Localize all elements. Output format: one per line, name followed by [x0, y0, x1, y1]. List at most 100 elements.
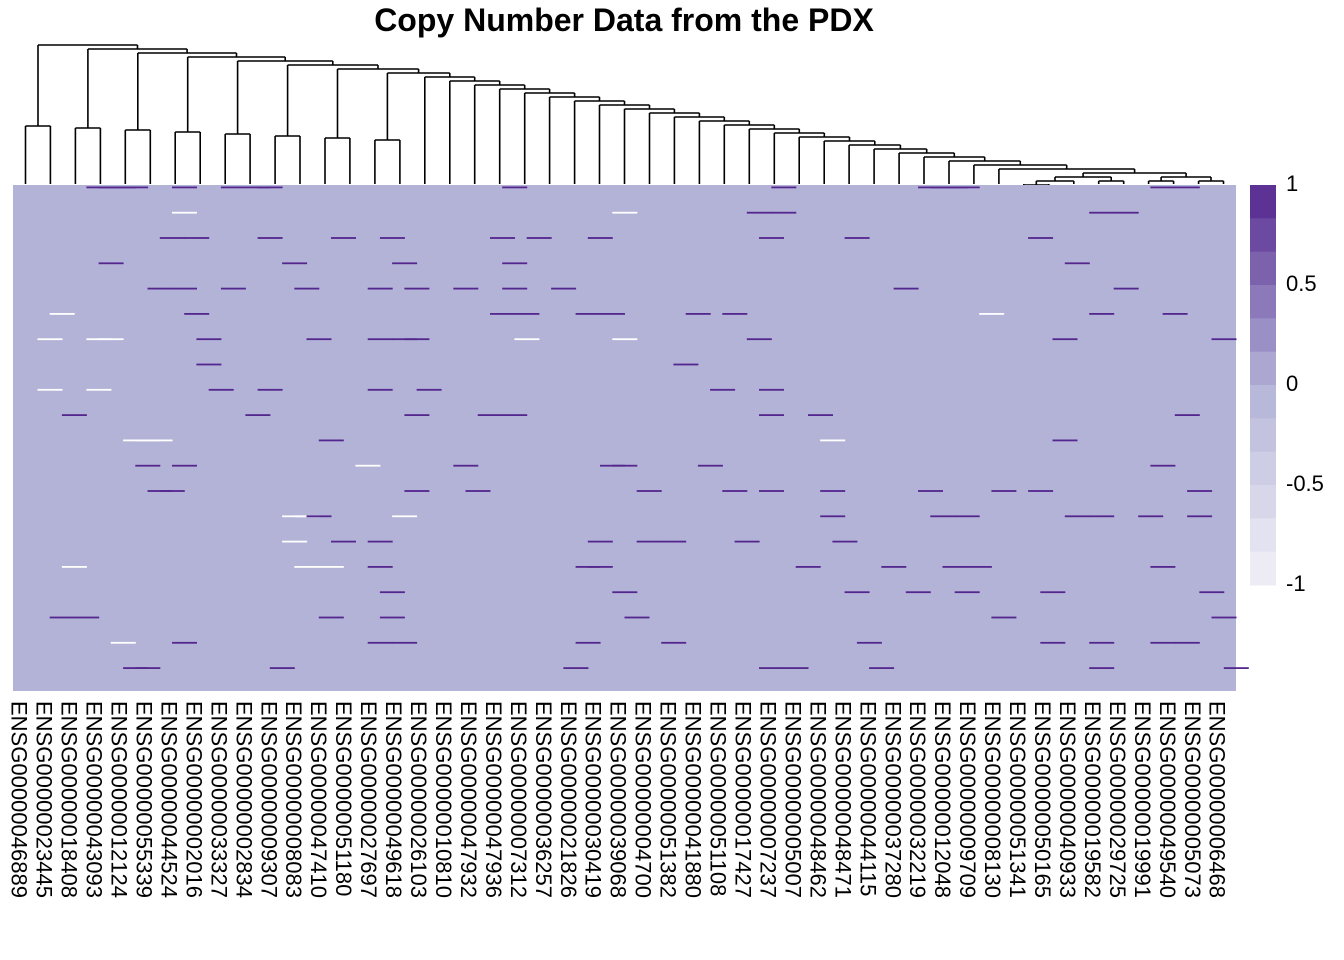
heatmap-cell: [612, 338, 638, 341]
heatmap-cell: [1150, 186, 1176, 189]
column-label: ENSG00000044115: [855, 701, 880, 896]
heatmap-cell: [942, 566, 968, 568]
heatmap-cell: [1162, 313, 1188, 315]
heatmap-cell: [331, 237, 356, 239]
heatmap-cell: [367, 287, 393, 290]
column-label: ENSG00000009709: [955, 701, 980, 898]
heatmap-cell: [661, 641, 687, 644]
heatmap-cell: [404, 490, 430, 492]
heatmap-cell: [795, 566, 821, 568]
column-label: ENSG00000030419: [581, 701, 606, 898]
column-label: ENSG00000026103: [406, 701, 431, 898]
heatmap-cell: [392, 515, 418, 518]
column-label: ENSG00000046889: [7, 701, 32, 898]
heatmap-cell: [220, 287, 246, 290]
heatmap-cell: [367, 540, 393, 543]
heatmap-cell: [135, 464, 161, 467]
heatmap-cell: [269, 667, 295, 669]
column-label: ENSG00000002834: [231, 701, 256, 898]
heatmap-cell: [465, 490, 491, 492]
heatmap-cell: [404, 287, 430, 290]
heatmap-cell: [294, 566, 320, 568]
heatmap-cell: [1089, 515, 1115, 518]
heatmap-cell: [844, 237, 870, 239]
heatmap-cell: [771, 211, 797, 214]
legend-swatch: [1250, 251, 1276, 286]
heatmap-cell: [490, 237, 515, 239]
column-label: ENSG00000048471: [830, 701, 855, 898]
heatmap-cell: [1174, 414, 1200, 416]
heatmap-cell: [306, 515, 332, 518]
legend-swatch: [1250, 318, 1276, 353]
column-label: ENSG00000032219: [905, 701, 930, 898]
column-label: ENSG00000036257: [531, 701, 556, 898]
heatmap-cell: [808, 414, 833, 416]
heatmap-cell: [1211, 338, 1237, 341]
heatmap-cell: [1052, 439, 1078, 442]
legend-tick-label: 0.5: [1286, 271, 1317, 296]
column-label: ENSG00000049618: [381, 701, 406, 898]
heatmap-cell: [37, 338, 63, 341]
heatmap-background: [13, 185, 1236, 691]
heatmap-cell: [453, 287, 479, 290]
heatmap-cell: [673, 363, 699, 366]
heatmap-cell: [514, 313, 540, 315]
heatmap-cell: [832, 540, 858, 543]
heatmap-cell: [587, 237, 613, 239]
heatmap-cell: [502, 414, 528, 416]
heatmap-cell: [490, 313, 515, 315]
heatmap-cell: [1028, 490, 1054, 492]
heatmap-cell: [1150, 641, 1176, 644]
column-label: ENSG00000005007: [780, 701, 805, 898]
heatmap-cell: [379, 616, 405, 619]
column-label: ENSG00000037280: [880, 701, 905, 898]
column-label: ENSG00000048462: [805, 701, 830, 898]
heatmap-cell: [966, 566, 992, 568]
heatmap-cell: [893, 287, 919, 290]
heatmap-cell: [759, 490, 784, 492]
column-label: ENSG00000051382: [656, 701, 681, 898]
heatmap-cell: [1211, 616, 1237, 619]
heatmap-cell: [477, 414, 503, 416]
heatmap-cell: [600, 313, 625, 315]
heatmap-cell: [257, 186, 283, 189]
column-label: ENSG00000012124: [106, 701, 131, 898]
heatmap-cell: [355, 464, 381, 467]
heatmap-cell: [331, 540, 356, 543]
heatmap-cell: [759, 237, 784, 239]
heatmap-cell: [318, 439, 344, 442]
legend-tick-label: -0.5: [1286, 471, 1324, 496]
legend-swatch: [1250, 385, 1276, 419]
heatmap-cell: [172, 464, 197, 467]
legend-tick-label: 1: [1286, 171, 1298, 196]
chart-title: Copy Number Data from the PDX: [374, 2, 874, 38]
legend-swatch: [1250, 218, 1276, 253]
column-label: ENSG00000039068: [606, 701, 631, 898]
column-labels: ENSG00000046889 ENSG00000023445 ENSG000000…: [7, 701, 1230, 898]
heatmap-cell: [587, 566, 613, 568]
heatmap-cell: [1150, 464, 1176, 467]
heatmap-cell: [636, 540, 662, 543]
heatmap-cell: [1113, 287, 1139, 290]
legend-swatch: [1250, 418, 1276, 453]
column-label: ENSG00000051108: [705, 701, 730, 896]
column-label: ENSG00000044524: [156, 701, 181, 898]
heatmap-cell: [110, 641, 136, 644]
heatmap-cell: [575, 641, 601, 644]
heatmap-cell: [551, 287, 577, 290]
heatmap-cell: [392, 262, 418, 265]
heatmap-cell: [318, 616, 344, 619]
heatmap-cell: [367, 388, 393, 391]
column-label: ENSG00000008083: [281, 701, 306, 898]
heatmap-cell: [710, 388, 736, 391]
heatmap-cell: [844, 591, 870, 594]
heatmap-cell: [98, 338, 124, 341]
column-label: ENSG00000002016: [181, 701, 206, 898]
heatmap-cell: [991, 616, 1017, 619]
heatmap-cell: [379, 591, 405, 594]
heatmap-cell: [1028, 237, 1054, 239]
column-label: ENSG00000041880: [681, 701, 706, 898]
heatmap-cell: [49, 313, 75, 315]
column-label: ENSG00000047936: [481, 701, 506, 898]
column-label: ENSG00000050165: [1030, 701, 1055, 898]
